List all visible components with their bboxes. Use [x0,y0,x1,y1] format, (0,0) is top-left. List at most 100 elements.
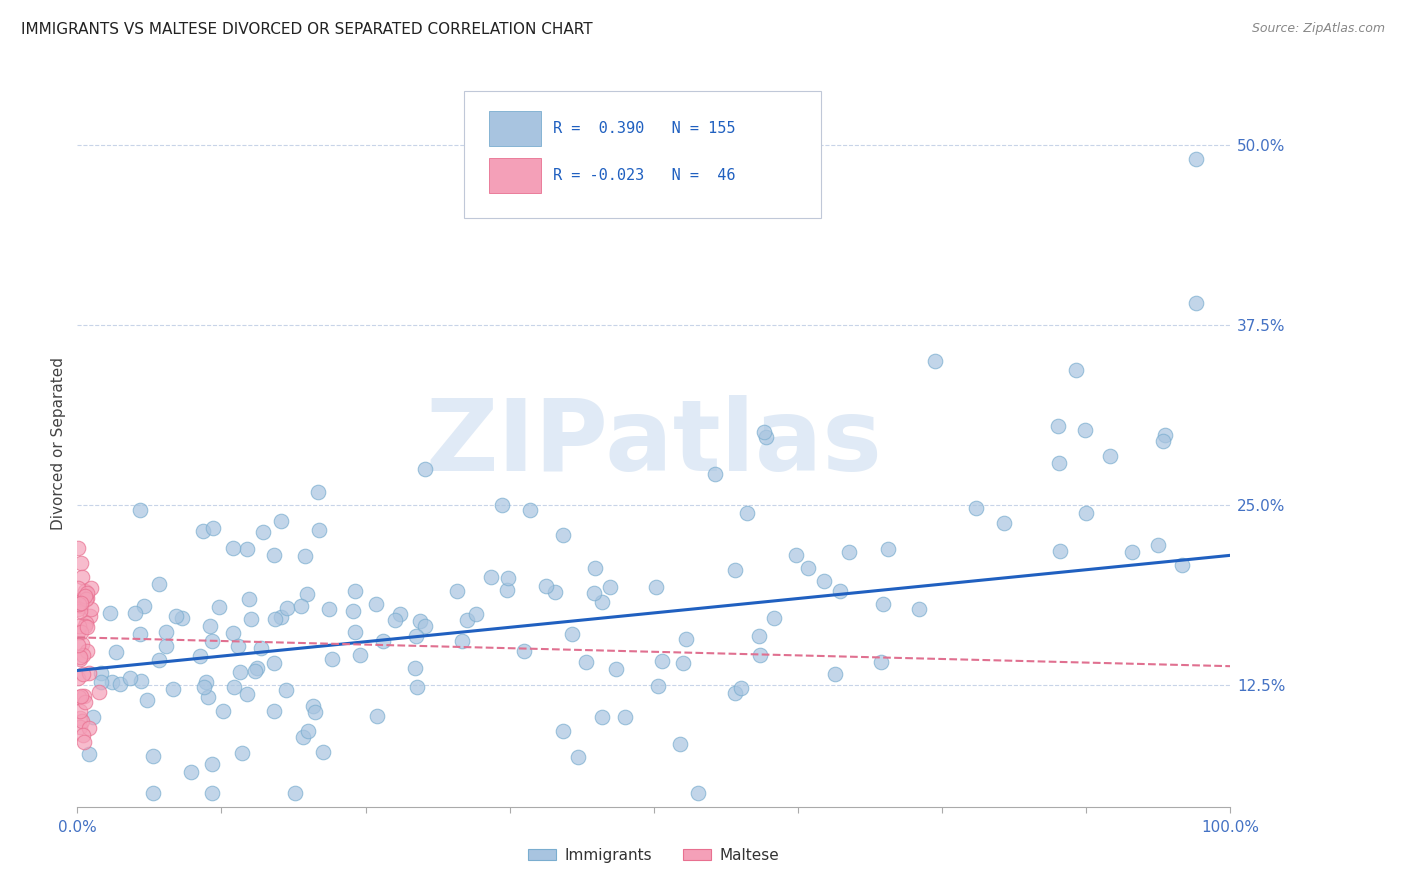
Point [263,656,285,670]
Point [276,600,298,615]
Point [67,597,90,611]
Point [191,524,214,538]
Point [190,648,212,663]
Point [66,638,89,652]
Point [70,690,93,704]
Point [198,619,221,633]
Point [405,629,427,643]
Point [561,626,583,640]
Point [404,661,426,675]
Point [907,602,929,616]
Point [924,354,946,368]
Point [70,591,93,606]
Point [567,750,589,764]
Point [872,597,894,611]
Point [67,690,90,704]
Point [67,619,90,633]
Point [77,721,100,735]
Point [155,639,177,653]
Point [231,746,253,760]
Point [263,612,285,626]
Point [72,728,94,742]
Point [76,620,98,634]
Point [69,596,91,610]
Point [675,632,697,646]
Point [66,625,89,640]
Point [1073,423,1095,437]
Point [748,629,770,643]
Point [90,666,112,681]
Point [496,582,519,597]
Point [245,665,267,679]
Point [591,595,613,609]
Point [70,624,93,639]
Point [344,625,367,640]
Point [212,704,235,718]
Point [748,648,770,663]
Point [229,665,252,679]
Point [295,587,318,601]
Point [583,561,606,575]
Point [75,619,97,633]
Point [498,571,520,585]
Point [415,462,437,476]
Point [221,541,243,556]
Point [703,467,725,481]
Point [730,681,752,695]
Point [90,674,112,689]
Point [1099,449,1122,463]
Point [312,745,335,759]
Text: R =  0.390   N = 155: R = 0.390 N = 155 [554,120,735,136]
Point [366,709,388,723]
Point [69,711,91,725]
Point [148,653,170,667]
Point [270,610,292,624]
Point [201,521,224,535]
Point [544,585,567,599]
Point [349,648,371,662]
Point [284,786,307,800]
Text: R = -0.023   N =  46: R = -0.023 N = 46 [554,168,735,183]
Point [519,503,541,517]
Point [73,694,96,708]
Point [110,677,132,691]
Point [180,765,202,780]
Point [239,612,262,626]
Point [66,541,89,556]
Point [142,748,165,763]
Point [252,525,274,540]
Point [479,570,502,584]
Point [201,633,224,648]
Point [135,693,157,707]
Point [82,710,104,724]
Point [388,607,411,621]
Point [785,549,807,563]
Point [409,614,432,628]
Point [148,577,170,591]
Point [688,786,710,800]
Point [614,710,637,724]
Point [76,644,98,658]
Point [406,681,429,695]
Point [1046,419,1069,434]
Point [195,674,218,689]
Point [830,583,852,598]
Point [79,609,101,624]
Point [1153,427,1175,442]
Point [105,645,128,659]
Point [70,570,93,584]
Point [162,681,184,696]
Point [1049,544,1071,558]
Point [294,549,316,563]
Point [70,556,93,570]
Point [534,579,557,593]
Point [69,604,91,618]
Point [70,637,93,651]
Point [69,704,91,718]
Point [142,786,165,800]
Point [131,674,153,689]
Point [75,591,97,606]
Point [80,602,103,616]
Point [67,671,90,685]
Point [307,484,329,499]
